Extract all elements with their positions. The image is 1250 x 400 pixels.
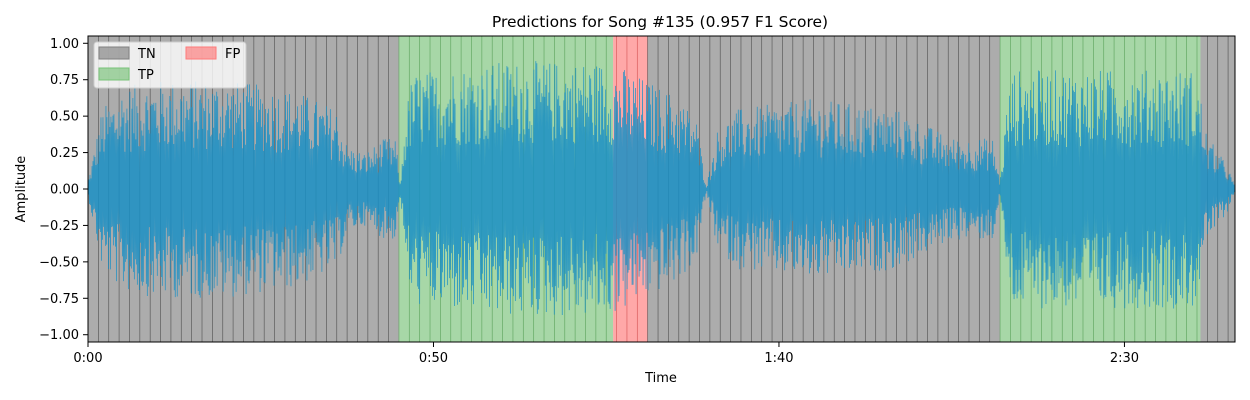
x-tick-label: 0:00 [73,351,102,366]
y-tick-label: 0.75 [50,73,79,88]
x-tick-label: 0:50 [419,351,448,366]
legend-swatch-fp [185,46,217,60]
x-axis-title: Time [644,371,677,386]
y-tick-label: −0.50 [39,255,79,270]
y-axis-title: Amplitude [14,156,29,223]
y-tick-label: 0.25 [50,146,79,161]
y-tick-label: −0.75 [39,292,79,307]
legend-swatch-tp [98,67,130,81]
x-axis: 0:00 0:50 1:40 2:30 [73,342,1139,366]
x-tick-label: 2:30 [1110,351,1139,366]
x-tick-label: 1:40 [764,351,793,366]
y-tick-label: −0.25 [39,219,79,234]
chart-title: Predictions for Song #135 (0.957 F1 Scor… [492,13,828,31]
plot-area [87,35,1236,343]
legend-label-tn: TN [137,47,156,62]
y-tick-label: 0.00 [50,183,79,198]
y-tick-label: 0.50 [50,110,79,125]
y-tick-label: −1.00 [39,328,79,343]
y-tick-label: 1.00 [50,37,79,52]
y-axis: 1.00 0.75 0.50 0.25 0.00 −0.25 −0.50 −0.75 −1.00 [39,37,88,343]
waveform-line [87,61,1236,315]
legend-swatch-tn [98,46,130,60]
legend-label-tp: TP [137,68,154,83]
legend: TN TP FP [93,41,247,89]
legend-label-fp: FP [225,47,240,62]
